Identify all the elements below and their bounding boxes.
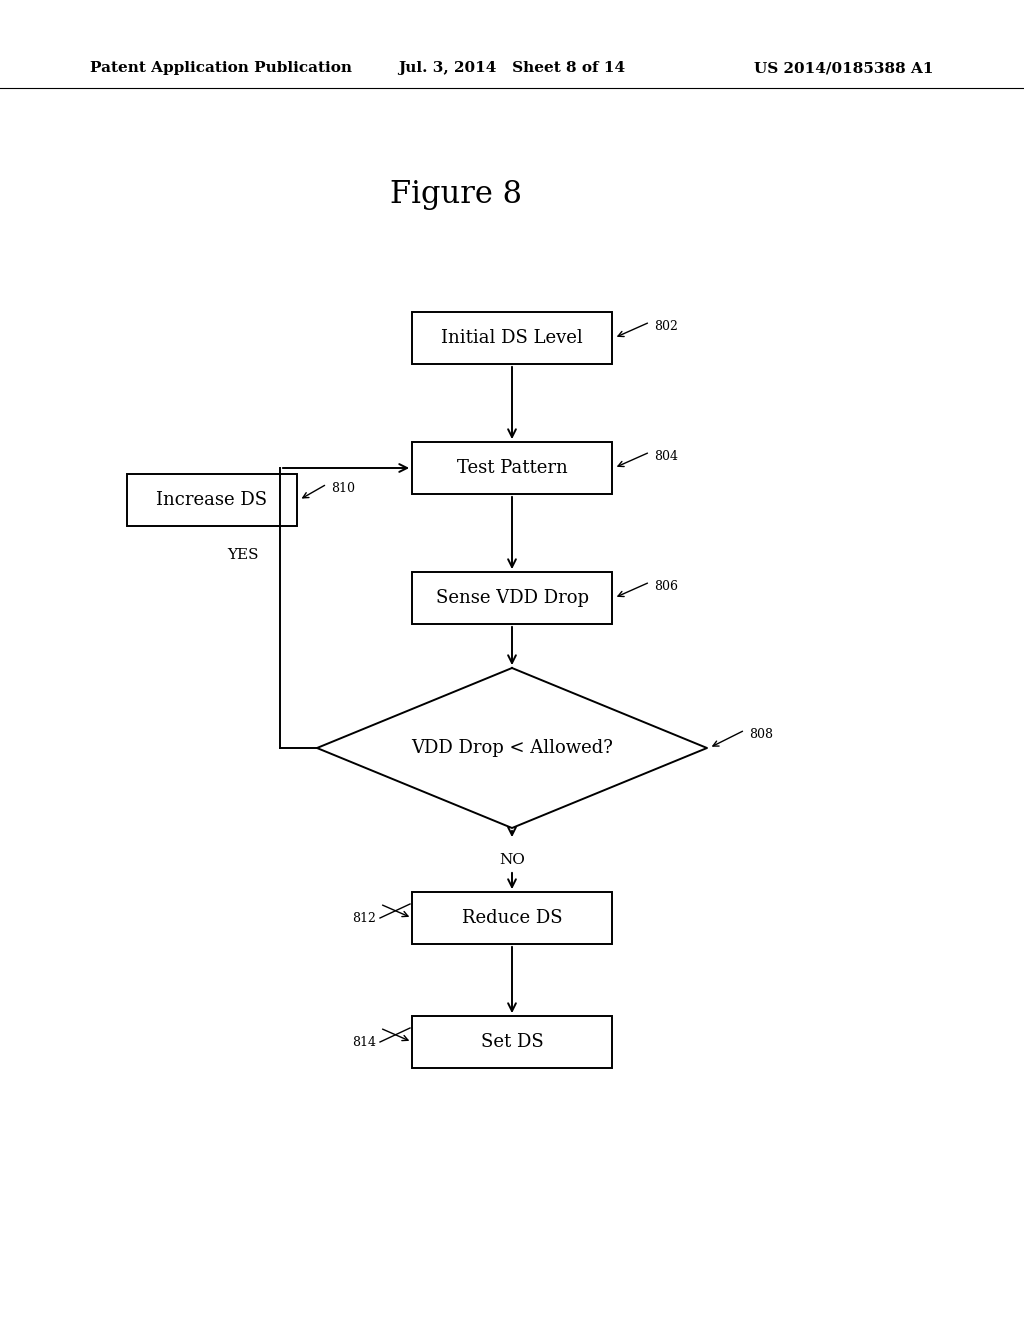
Text: 806: 806	[654, 579, 678, 593]
Text: 812: 812	[352, 912, 376, 924]
Text: Jul. 3, 2014   Sheet 8 of 14: Jul. 3, 2014 Sheet 8 of 14	[398, 61, 626, 75]
Text: 808: 808	[749, 727, 773, 741]
Bar	[412, 572, 612, 624]
Text: 802: 802	[654, 319, 678, 333]
Text: 804: 804	[654, 450, 678, 462]
Bar	[412, 1016, 612, 1068]
Text: Set DS: Set DS	[480, 1034, 544, 1051]
Text: Sense VDD Drop: Sense VDD Drop	[435, 589, 589, 607]
Text: Initial DS Level: Initial DS Level	[441, 329, 583, 347]
Text: Reduce DS: Reduce DS	[462, 909, 562, 927]
Text: Test Pattern: Test Pattern	[457, 459, 567, 477]
Bar	[412, 312, 612, 364]
Bar	[127, 474, 297, 525]
Text: YES: YES	[227, 548, 259, 562]
Text: NO: NO	[499, 853, 525, 867]
Text: Patent Application Publication: Patent Application Publication	[90, 61, 352, 75]
Bar	[412, 892, 612, 944]
Text: Figure 8: Figure 8	[390, 180, 522, 210]
Text: 810: 810	[331, 482, 355, 495]
Text: VDD Drop < Allowed?: VDD Drop < Allowed?	[411, 739, 613, 756]
Bar	[412, 442, 612, 494]
Text: Increase DS: Increase DS	[157, 491, 267, 510]
Text: 814: 814	[352, 1035, 376, 1048]
Text: US 2014/0185388 A1: US 2014/0185388 A1	[755, 61, 934, 75]
